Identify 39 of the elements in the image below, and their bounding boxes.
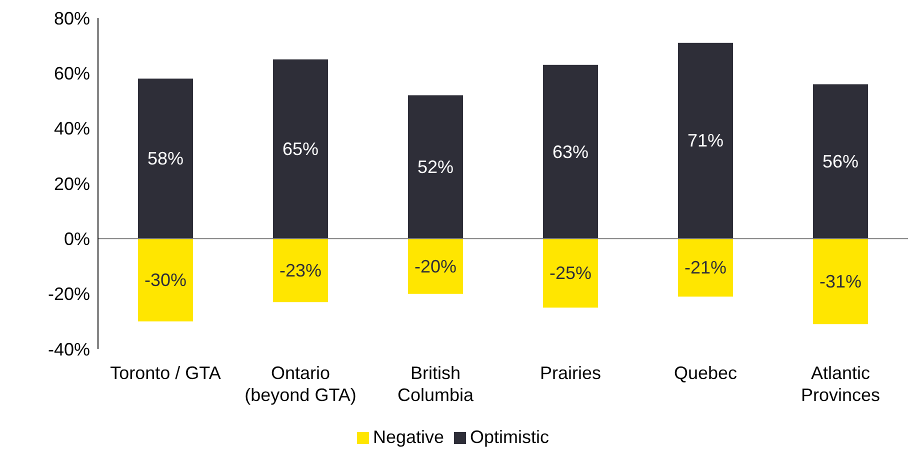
y-tick-label: -20% <box>48 284 90 304</box>
bar <box>408 238 463 294</box>
y-tick-label: 20% <box>54 174 90 194</box>
data-label: -31% <box>819 271 862 292</box>
data-label: -20% <box>414 256 457 276</box>
y-tick-label: 0% <box>64 229 90 250</box>
bar <box>813 84 868 239</box>
bar <box>138 78 193 239</box>
data-label: -25% <box>549 263 592 284</box>
legend-label: Optimistic <box>470 427 550 447</box>
data-label: 58% <box>147 148 184 169</box>
x-tick-label: Toronto / GTA <box>110 363 221 383</box>
bar <box>273 59 328 239</box>
bar <box>678 42 733 239</box>
x-tick-label: Atlantic Provinces <box>800 363 880 405</box>
x-tick-label: Quebec <box>674 363 738 383</box>
bar <box>543 238 598 308</box>
bar <box>678 238 733 297</box>
data-label: 52% <box>417 156 454 177</box>
data-label: -23% <box>279 260 322 280</box>
y-tick-label: 80% <box>54 8 90 28</box>
data-label: 65% <box>282 139 319 160</box>
y-tick-label: -40% <box>48 339 90 360</box>
x-tick-label: Ontario (beyond GTA) <box>244 363 356 405</box>
data-label: 56% <box>822 151 859 172</box>
bar <box>408 95 463 239</box>
data-label: 63% <box>552 142 589 162</box>
legend-label: Negative <box>372 427 444 447</box>
data-label: 71% <box>687 130 724 151</box>
bar <box>543 64 598 239</box>
data-label: -21% <box>684 258 727 278</box>
x-tick-label: British Columbia <box>397 363 474 405</box>
x-tick-label: Prairies <box>540 363 602 383</box>
y-tick-label: 60% <box>54 64 90 84</box>
y-tick-label: 40% <box>54 118 90 139</box>
bar <box>273 238 328 302</box>
bar <box>813 238 868 324</box>
data-label: -30% <box>144 270 187 290</box>
bar <box>138 238 193 322</box>
